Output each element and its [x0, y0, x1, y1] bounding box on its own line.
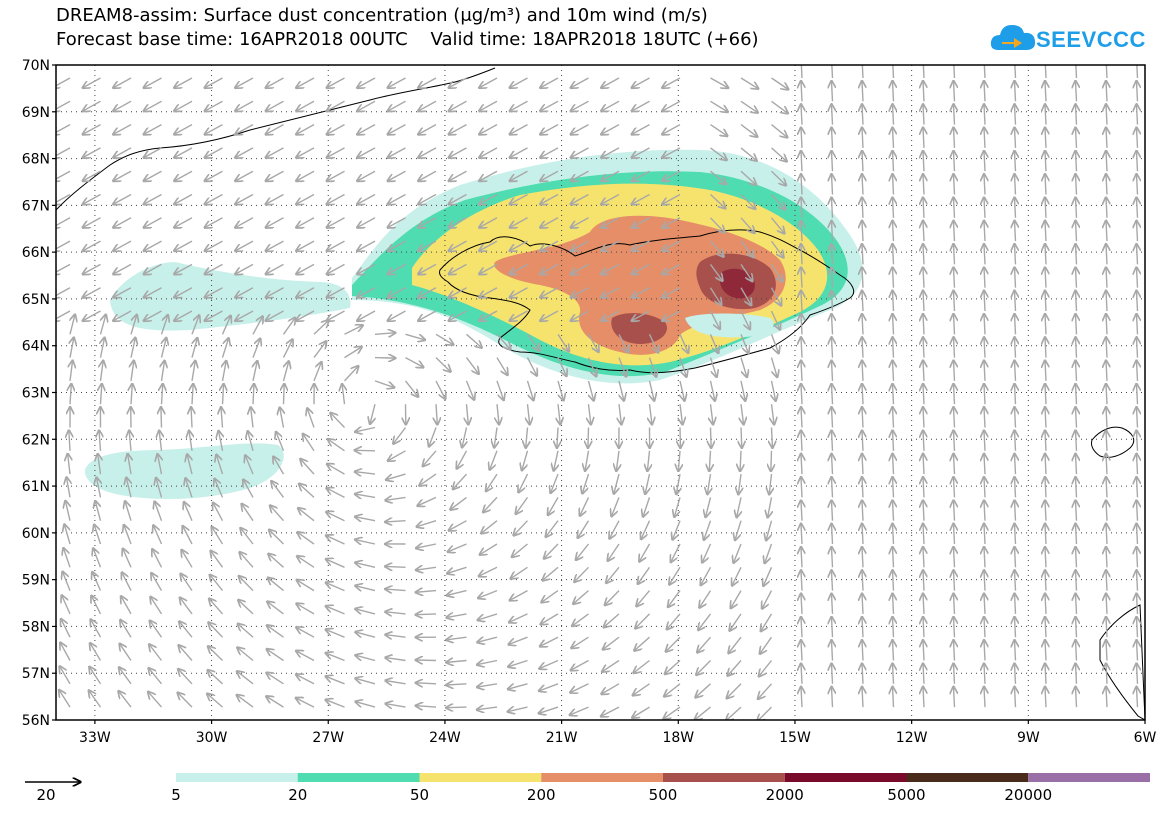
lon-label: 6W — [1134, 730, 1157, 746]
lon-label: 24W — [429, 730, 461, 746]
wind-reference-label: 20 — [36, 786, 55, 804]
cloud-arrow-icon — [990, 25, 1036, 50]
lon-label: 12W — [896, 730, 928, 746]
lon-label: 15W — [779, 730, 811, 746]
lat-label: 62N — [22, 432, 50, 448]
colorbar-label: 2000 — [766, 786, 804, 804]
lat-label: 63N — [22, 386, 50, 402]
lat-label: 56N — [22, 713, 50, 729]
map-subtitle: Forecast base time: 16APR2018 00UTC Vali… — [56, 29, 759, 50]
colorbar-label: 5 — [171, 786, 181, 804]
lat-label: 65N — [22, 292, 50, 308]
concentration-colorbar — [176, 773, 1150, 782]
greenland-coast — [56, 67, 496, 211]
seevccc-logo: SEEVCCC — [990, 20, 1145, 60]
colorbar-swatch — [419, 773, 542, 782]
lat-label: 58N — [22, 619, 50, 635]
longitude-labels: 33W 30W 27W 24W 21W 18W 15W 12W 9W 6W — [79, 720, 1157, 746]
wind-vectors — [56, 65, 1137, 720]
lon-label: 27W — [312, 730, 344, 746]
colorbar-swatch — [176, 773, 298, 782]
faroe-coast — [1091, 426, 1135, 458]
colorbar-label: 20 — [288, 786, 307, 804]
lat-label: 64N — [22, 339, 50, 355]
lon-label: 33W — [79, 730, 111, 746]
colorbar-swatch — [541, 773, 663, 782]
colorbar-label: 20000 — [1004, 786, 1052, 804]
lon-label: 18W — [662, 730, 694, 746]
lon-label: 30W — [196, 730, 228, 746]
colorbar-label: 200 — [527, 786, 556, 804]
colorbar-swatch — [906, 773, 1029, 782]
colorbar-swatch — [1028, 773, 1150, 782]
colorbar-swatch — [663, 773, 785, 782]
colorbar-label: 5000 — [887, 786, 925, 804]
lat-label: 60N — [22, 526, 50, 542]
map-title: DREAM8-assim: Surface dust concentration… — [56, 5, 708, 26]
lat-label: 68N — [22, 152, 50, 168]
lat-label: 59N — [22, 573, 50, 589]
lat-label: 70N — [22, 58, 50, 74]
lat-label: 67N — [22, 198, 50, 214]
colorbar-swatch — [784, 773, 907, 782]
logo-text: SEEVCCC — [1036, 27, 1146, 52]
lat-label: 69N — [22, 105, 50, 121]
iceland-coast — [439, 229, 855, 374]
colorbar-swatch — [297, 773, 420, 782]
lon-label: 21W — [546, 730, 578, 746]
lat-label: 57N — [22, 666, 50, 682]
latitude-labels: 70N 69N 68N 67N 66N 65N 64N 63N 62N 61N 60N 59N 58N 5… — [22, 58, 56, 729]
lat-label: 66N — [22, 245, 50, 261]
lat-label: 61N — [22, 479, 50, 495]
colorbar-label: 500 — [649, 786, 678, 804]
lon-label: 9W — [1017, 730, 1040, 746]
glacier-clear-patch — [685, 313, 774, 338]
colorbar-labels: 5 20 50 200 500 2000 5000 20000 — [171, 786, 1052, 804]
scotland-coast — [1099, 604, 1145, 720]
colorbar-label: 50 — [410, 786, 429, 804]
